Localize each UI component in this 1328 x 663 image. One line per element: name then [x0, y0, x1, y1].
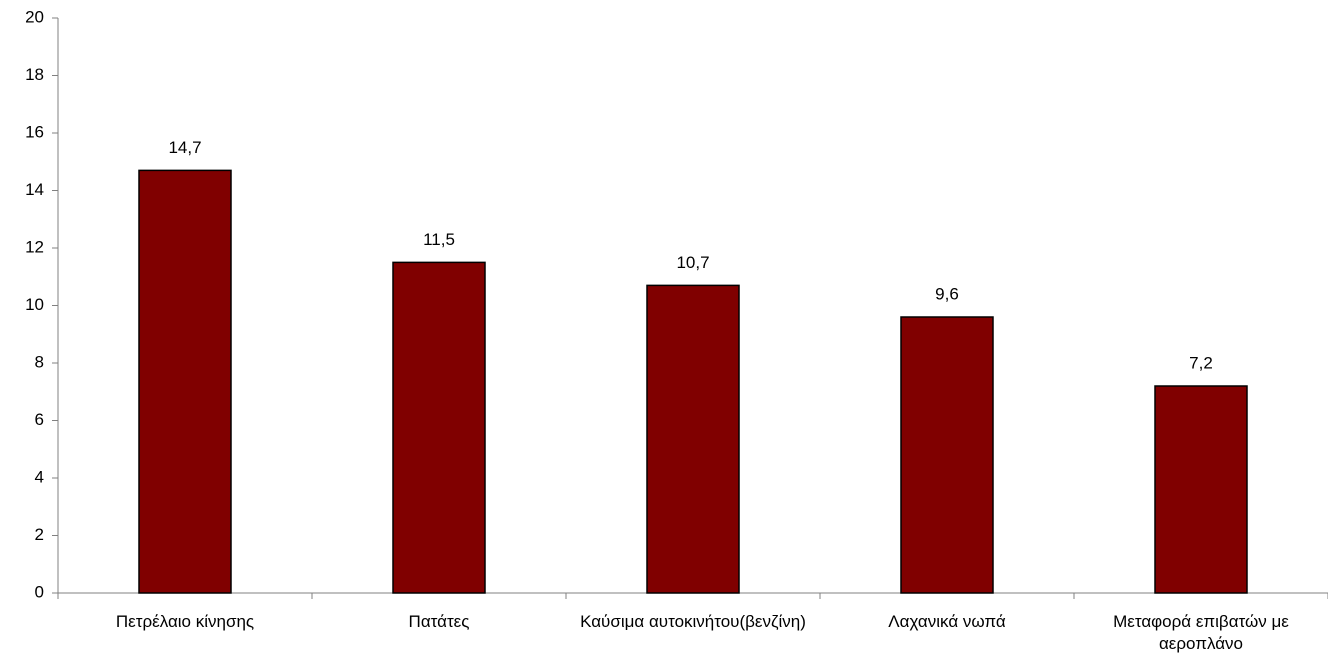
- value-label: 7,2: [1189, 353, 1213, 372]
- y-tick-label: 6: [35, 410, 44, 429]
- y-tick-label: 12: [25, 237, 44, 256]
- bar: [1154, 385, 1248, 594]
- y-tick-label: 14: [25, 180, 44, 199]
- y-tick-label: 2: [35, 525, 44, 544]
- bar: [900, 316, 994, 594]
- y-tick-label: 18: [25, 65, 44, 84]
- y-tick-label: 8: [35, 352, 44, 371]
- y-tick-label: 4: [35, 467, 44, 486]
- y-tick-label: 0: [35, 582, 44, 601]
- x-tick-label: Πετρέλαιο κίνησης: [115, 612, 255, 631]
- x-tick-label: Μεταφορά επιβατών με αεροπλάνο: [1113, 612, 1289, 653]
- bar: [646, 284, 740, 594]
- y-tick-label: 20: [25, 7, 44, 26]
- x-tick-label: Λαχανικά νωπά: [888, 612, 1006, 631]
- y-tick-label: 16: [25, 122, 44, 141]
- x-tick-label: Καύσιμα αυτοκινήτου(βενζίνη): [580, 612, 806, 631]
- value-label: 10,7: [676, 253, 709, 272]
- value-label: 9,6: [935, 284, 959, 303]
- y-tick-label: 10: [25, 295, 44, 314]
- bar: [392, 261, 486, 594]
- value-label: 11,5: [423, 230, 455, 249]
- x-tick-label: Πατάτες: [408, 612, 470, 631]
- value-label: 14,7: [168, 138, 201, 157]
- bar: [138, 169, 232, 594]
